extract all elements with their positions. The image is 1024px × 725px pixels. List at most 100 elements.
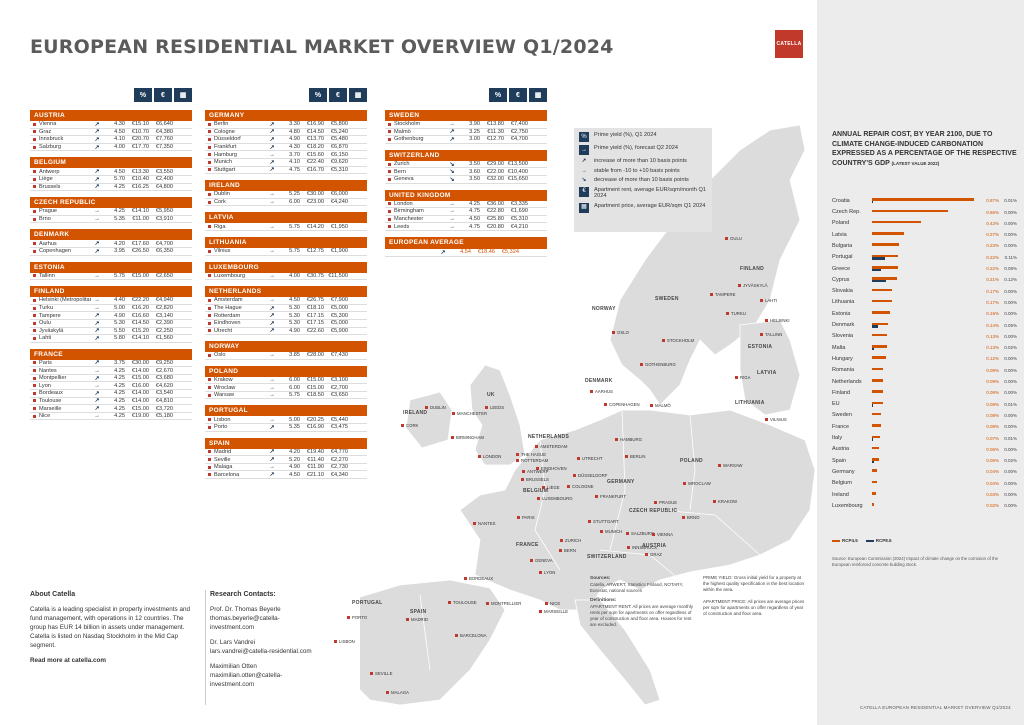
- panel-subtitle: (LATEST VALUE 2022): [891, 160, 940, 166]
- country-block: LITHUANIA Vilnius → 5.75 €12.75 €1,900: [205, 236, 367, 256]
- legend-label: RCP8.5: [875, 538, 892, 543]
- yield-value: 4.30: [114, 121, 125, 128]
- price-value: €3,910: [155, 216, 173, 223]
- chart-bar-track: [872, 241, 980, 250]
- trend-arrow: →: [449, 223, 455, 230]
- country-name: SPAIN: [205, 437, 367, 449]
- city-name: Copenhagen: [39, 248, 72, 255]
- country-name: SWEDEN: [385, 110, 547, 121]
- city-marker: [33, 274, 36, 278]
- map-city-label: GENEVA: [530, 558, 553, 563]
- legend-text: decrease of more than 10 basis points: [594, 177, 689, 183]
- city-row: Utrecht ↗ 4.90 €22.60 €5,900: [205, 328, 367, 336]
- map-city-label: COPENHAGEN: [604, 402, 640, 407]
- contact-email[interactable]: maximilian.otten@catella-investment.com: [210, 672, 283, 688]
- city-name: Lahti: [39, 335, 52, 342]
- price-value: €5,950: [155, 208, 173, 215]
- chart-category-label: Poland: [832, 220, 850, 227]
- chart-bar-rcp85: [872, 279, 886, 283]
- city-row: Lisbon → 5.00 €20.25 €5,440: [205, 416, 367, 425]
- trend-arrow: →: [269, 199, 275, 206]
- city-name: Riga: [214, 223, 226, 230]
- yield-value: 6.00: [289, 199, 300, 206]
- chart-value-label-rcp85: 0.00%: [1004, 503, 1017, 509]
- chart-bar-rcp85: [872, 438, 874, 441]
- rent-value: €17.15: [306, 320, 324, 327]
- map-city-label: STOCKHOLM: [662, 338, 694, 343]
- about-link[interactable]: Read more at catella.com: [30, 657, 106, 664]
- contact-email[interactable]: lars.vandrei@catella-residential.com: [210, 648, 312, 655]
- price-value: €4,800: [155, 183, 173, 190]
- legend-rcp45: RCP4.5: [832, 538, 858, 543]
- city-row: Copenhagen ↗ 3.95 €26.50 €6,350: [30, 248, 192, 256]
- city-name: Cork: [214, 199, 226, 206]
- map-city-label: PORTO: [347, 615, 367, 620]
- panel-title-text: ANNUAL REPAIR COST, BY YEAR 2100, DUE TO…: [832, 131, 1017, 167]
- rent-value: €16.20: [131, 305, 149, 312]
- yield-value: 4.20: [114, 240, 125, 247]
- city-name: London: [394, 200, 413, 207]
- data-column-3: % € ▦ SWEDEN Stockholm → 3.90 €13.80 €7,400 Ma…: [385, 88, 547, 263]
- chart-value-label-rcp45: 0.06%: [986, 446, 999, 452]
- trend-arrow: ↗: [269, 136, 275, 143]
- map-city-label: RIGA: [735, 375, 751, 380]
- chart-category-label: Germany: [832, 468, 855, 475]
- map-city-label: GOTHENBURG: [640, 362, 676, 367]
- map-country-label: BELGIUM: [523, 488, 549, 494]
- chart-bar-track: [872, 309, 980, 318]
- price-value: €3,680: [155, 375, 173, 382]
- city-marker: [33, 137, 36, 141]
- country-block: GERMANY Berlin ↗ 3.30 €16.90 €5,800 Cologne ↗ 4.…: [205, 110, 367, 175]
- price-value: €4,340: [330, 471, 348, 478]
- legend-text: stable from -10 to +10 basis points: [594, 167, 680, 174]
- chart-value-label-rcp45: 0.04%: [986, 469, 999, 475]
- yield-value: 3.90: [469, 121, 480, 128]
- country-block: LUXEMBOURG Luxembourg → 4.00 €30.75 €11,500: [205, 261, 367, 281]
- chart-bar-track: [872, 253, 980, 262]
- chart-bar-rcp45: [872, 401, 883, 405]
- city-marker: [33, 314, 36, 318]
- city-name: Toulouse: [39, 397, 62, 404]
- city-row: Gothenburg ↗ 3.00 €12.70 €4,700: [385, 136, 547, 144]
- city-marker: [388, 202, 391, 206]
- trend-arrow: ↗: [269, 424, 275, 431]
- city-name: The Hague: [214, 305, 242, 312]
- chart-value-label-rcp45: 0.17%: [986, 299, 999, 305]
- city-name: Salzburg: [39, 144, 62, 151]
- yield-value: 4.25: [114, 375, 125, 382]
- side-panel: [817, 0, 1024, 725]
- country-name: BELGIUM: [30, 157, 192, 169]
- price-value: €3,335: [510, 200, 528, 207]
- city-marker: [208, 153, 211, 157]
- contact-email[interactable]: thomas.beyerle@catella-investment.com: [210, 615, 280, 631]
- price-value: €5,240: [330, 128, 348, 135]
- city-row: Wroclaw → 6.00 €15.00 €2,700: [205, 384, 367, 392]
- rent-value: €10.40: [131, 176, 149, 183]
- city-marker: [33, 242, 36, 246]
- country-name: SWITZERLAND: [385, 149, 547, 161]
- price-value: €6,350: [155, 248, 173, 255]
- map-city-label: MALAGA: [386, 690, 409, 695]
- chart-value-label-rcp85: 0.01%: [1004, 401, 1017, 407]
- price-value: €2,250: [155, 327, 173, 334]
- city-marker: [33, 249, 36, 253]
- chart-category-label: Estonia: [832, 310, 851, 317]
- chart-bar-rcp45: [872, 492, 876, 495]
- yield-value: 4.25: [114, 382, 125, 389]
- chart-bar-rcp85: [872, 268, 882, 272]
- city-marker: [388, 137, 391, 141]
- map-city-label: AMSTERDAM: [535, 444, 567, 449]
- chart-value-label-rcp85: 0.00%: [1004, 288, 1017, 294]
- european-average-label: EUROPEAN AVERAGE: [385, 236, 547, 249]
- definition-notes: PRIME YIELD: Gross initial yield for a p…: [703, 575, 808, 617]
- chart-bar-rcp85: [872, 325, 878, 328]
- map-country-label: LITHUANIA: [735, 400, 765, 406]
- column-header: % € ▦: [205, 88, 367, 104]
- definitions-heading: Definitions:: [590, 598, 617, 603]
- chart-bar-rcp45: [872, 243, 899, 246]
- chart-bar-rcp45: [872, 345, 888, 348]
- trend-arrow: ↗: [94, 241, 100, 248]
- chart-bar-track: [872, 230, 980, 239]
- map-city-label: MANCHESTER: [452, 411, 487, 416]
- price-value: €7,900: [330, 297, 348, 304]
